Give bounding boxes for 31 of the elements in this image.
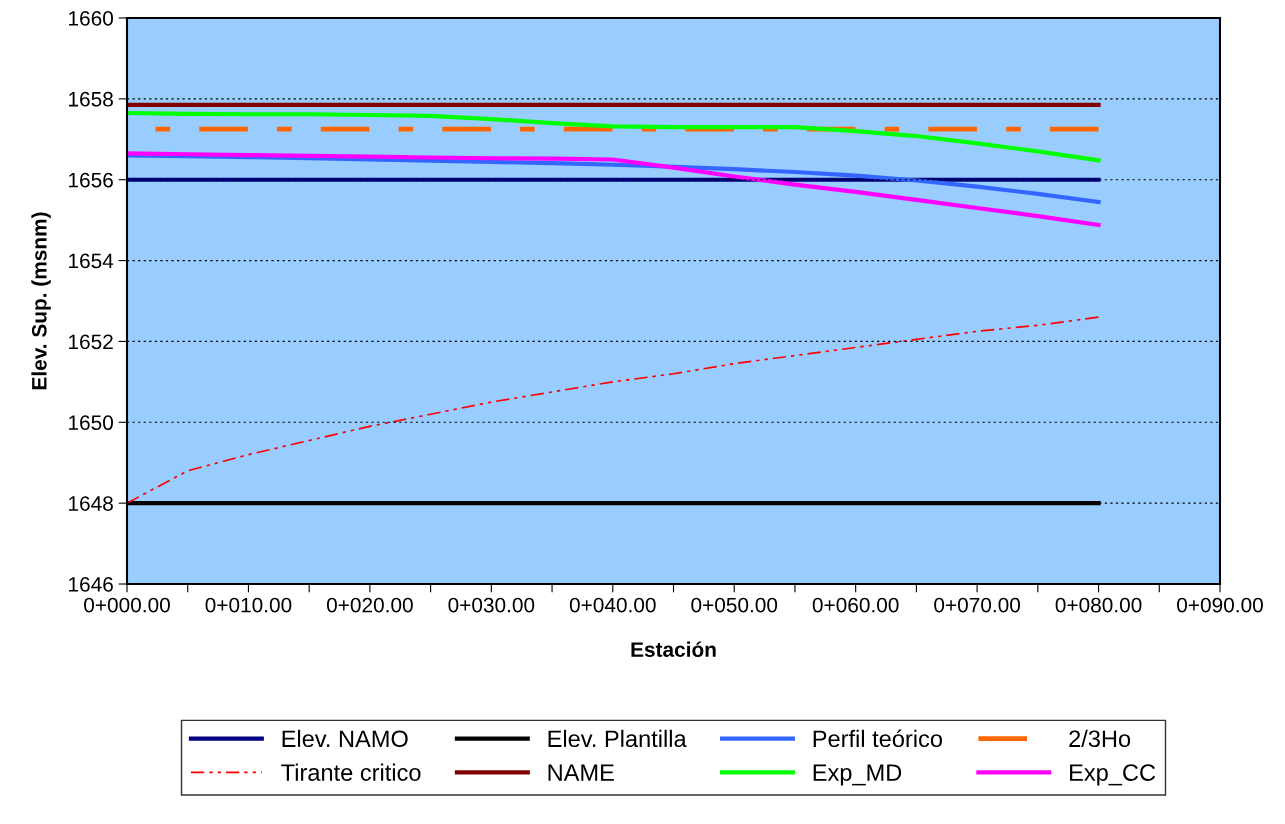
y-tick-label: 1660: [69, 11, 113, 26]
x-tick-label: 0+070.00: [934, 597, 1021, 613]
legend-label: Perfil teórico: [813, 729, 942, 748]
x-tick-label: 0+000.00: [84, 597, 170, 613]
legend-label: Tirante critico: [281, 763, 421, 781]
x-tick-label: 0+060.00: [812, 597, 899, 613]
x-tick-label: 0+090.00: [1177, 597, 1263, 613]
y-tick-label: 1658: [69, 91, 113, 107]
line-series: [127, 110, 1101, 163]
y-tick-label: 1652: [69, 334, 113, 350]
y-tick-label: 1654: [69, 253, 114, 269]
y-tick-label: 1650: [69, 415, 113, 431]
x-tick-label: 0+080.00: [1055, 597, 1142, 613]
legend-label: NAME: [548, 764, 614, 781]
legend-label: Elev. Plantilla: [548, 729, 687, 748]
y-tick-label: 1648: [69, 496, 113, 511]
x-tick-label: 0+050.00: [691, 597, 778, 613]
y-tick-label: 1656: [69, 172, 113, 188]
x-tick-label: 0+010.00: [205, 597, 292, 613]
legend-label: 2/3Ho: [1069, 729, 1131, 748]
x-tick-label: 0+030.00: [448, 597, 535, 613]
legend-label: Exp_CC: [1070, 764, 1156, 786]
x-axis-title: Estación: [631, 641, 716, 657]
line-series: [127, 151, 1101, 228]
legend-label: Exp_MD: [813, 764, 902, 786]
legend-label: Elev. NAMO: [282, 729, 408, 748]
y-axis-title: Elev. Sup. (msnm): [31, 212, 51, 390]
x-tick-label: 0+040.00: [569, 597, 656, 613]
line-series: [127, 316, 1100, 504]
y-tick-label: 1646: [69, 577, 113, 592]
x-tick-label: 0+020.00: [326, 597, 413, 613]
